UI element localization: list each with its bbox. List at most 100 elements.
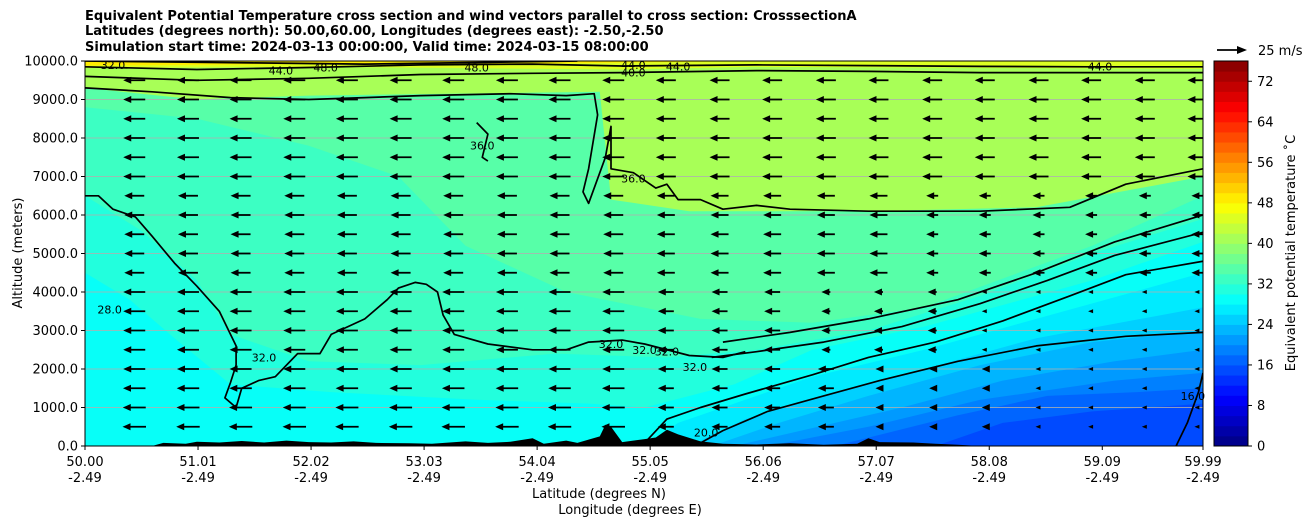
wind-vector-head — [441, 423, 450, 431]
wind-vector-head — [284, 269, 293, 277]
wind-vector-head — [495, 384, 504, 392]
wind-vector-head — [927, 327, 936, 334]
wind-vector-head — [711, 327, 720, 334]
wind-vector — [981, 309, 987, 314]
wind-vector-head — [1085, 192, 1094, 200]
wind-vector-head — [284, 230, 293, 238]
colorbar-level — [1214, 192, 1248, 204]
wind-vector-head — [230, 230, 239, 238]
wind-vector — [176, 365, 199, 373]
wind-vector — [123, 76, 146, 84]
wind-vector — [655, 115, 676, 123]
wind-vector-head — [123, 115, 132, 123]
wind-vector-head — [922, 76, 931, 84]
wind-vector-head — [548, 153, 557, 161]
wind-vector-head — [229, 365, 238, 373]
wind-vector-head — [763, 230, 772, 238]
colorbar-level — [1214, 223, 1248, 234]
wind-vector-head — [1191, 192, 1200, 200]
wind-vector — [548, 307, 571, 315]
wind-vector-head — [495, 423, 504, 431]
wind-vector-head — [764, 404, 773, 411]
colorbar-level — [1214, 273, 1248, 285]
y-tick-label: 2000.0 — [33, 363, 79, 378]
contour-20 — [694, 331, 1203, 446]
wind-vector — [442, 173, 465, 180]
wind-vector — [656, 269, 675, 277]
wind-vector — [230, 250, 251, 257]
wind-vector-head — [229, 153, 238, 161]
wind-vector — [655, 76, 676, 84]
wind-vector — [927, 307, 937, 315]
wind-vector — [1138, 269, 1151, 277]
wind-vector-head — [1134, 115, 1143, 123]
wind-vector — [1134, 153, 1155, 161]
x-tick-label-lon: -2.49 — [520, 471, 554, 486]
wind-vector — [229, 327, 252, 334]
wind-vector — [389, 96, 412, 103]
wind-vector-head — [122, 384, 131, 392]
wind-vector — [868, 173, 889, 180]
wind-vector-head — [709, 173, 718, 180]
wind-vector — [389, 346, 412, 354]
wind-vector-head — [283, 115, 292, 123]
wind-vector — [389, 115, 412, 123]
wind-vector-head — [869, 192, 878, 200]
wind-vector — [1141, 290, 1147, 294]
wind-vector — [1088, 424, 1094, 429]
wind-vector — [177, 269, 198, 277]
wind-vector — [176, 173, 199, 180]
wind-vector-head — [283, 327, 292, 334]
wind-vector-head — [229, 115, 238, 123]
wind-vector-head — [548, 76, 557, 84]
wind-vector-head — [1194, 386, 1200, 391]
colorbar-level — [1214, 111, 1248, 123]
colorbar-level — [1214, 61, 1248, 72]
wind-vector — [711, 404, 728, 411]
wind-vector — [284, 192, 305, 200]
wind-vector — [764, 307, 781, 315]
wind-vector — [763, 250, 782, 257]
wind-vector-head — [283, 134, 292, 142]
colorbar-tick-label: 64 — [1257, 115, 1274, 130]
x-tick-label-lon: -2.49 — [1085, 471, 1119, 486]
wind-vector-head — [124, 250, 133, 257]
wind-vector-head — [655, 96, 664, 103]
wind-vector-head — [816, 192, 825, 200]
wind-vector-head — [602, 346, 611, 354]
wind-vector-head — [442, 76, 451, 84]
wind-vector — [981, 365, 990, 373]
wind-vector — [815, 76, 836, 84]
wind-vector — [390, 211, 411, 219]
wind-vector-head — [762, 173, 771, 180]
wind-vector-head — [549, 230, 558, 238]
wind-vector — [496, 192, 517, 200]
wind-vector-head — [711, 365, 720, 373]
wind-vector — [657, 346, 674, 354]
wind-vector-head — [230, 250, 239, 257]
wind-vector-head — [548, 307, 557, 315]
wind-vector — [1191, 250, 1203, 257]
wind-vector-head — [1191, 211, 1200, 219]
wind-vector — [868, 153, 889, 161]
wind-vector — [601, 384, 625, 392]
wind-vector-head — [657, 423, 666, 431]
wind-vector-head — [927, 288, 936, 296]
contour-label: 36.0 — [470, 140, 495, 153]
wind-vector-head — [229, 76, 238, 84]
wind-vector-head — [1085, 230, 1094, 238]
wind-vector — [1134, 173, 1155, 180]
wind-vector-head — [657, 327, 666, 334]
contour-label: 32.0 — [599, 338, 624, 351]
wind-vector — [336, 269, 357, 277]
wind-vector-head — [764, 288, 773, 296]
colorbar-level — [1214, 172, 1248, 184]
wind-vector-head — [922, 153, 931, 161]
wind-vector-head — [284, 192, 293, 200]
wind-vector-head — [282, 423, 291, 431]
wind-vector — [762, 153, 783, 161]
wind-vector — [1141, 328, 1147, 333]
wind-vector-head — [869, 250, 878, 257]
wind-vector — [602, 153, 625, 161]
wind-vector — [1088, 367, 1094, 371]
